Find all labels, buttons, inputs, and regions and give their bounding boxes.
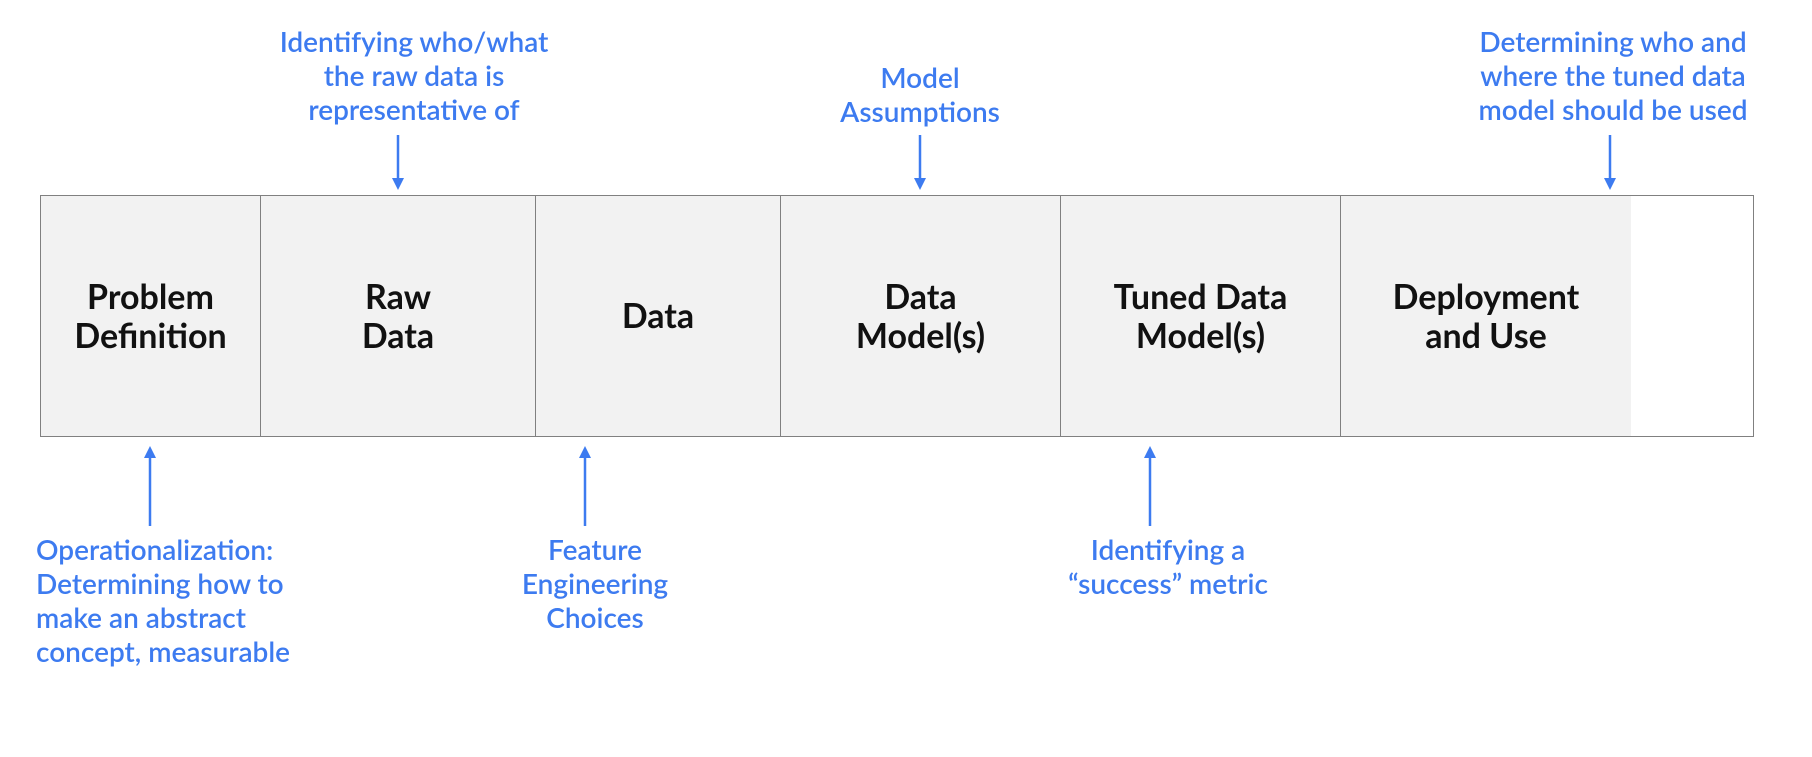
arrow-feature-engineering-note-icon xyxy=(575,446,595,526)
stage-data-models: Data Model(s) xyxy=(781,196,1061,436)
arrow-operationalization-note-icon xyxy=(140,446,160,526)
arrow-deployment-note-icon xyxy=(1600,135,1620,190)
arrow-raw-data-note-icon xyxy=(388,135,408,190)
annotation-success-metric-note: Identifying a “success” metric xyxy=(1038,532,1298,600)
stage-problem-definition: Problem Definition xyxy=(41,196,261,436)
stage-tuned-data-models: Tuned Data Model(s) xyxy=(1061,196,1341,436)
stage-deployment-and-use: Deployment and Use xyxy=(1341,196,1631,436)
annotation-model-assumptions-note: Model Assumptions xyxy=(800,60,1040,128)
stage-raw-data: Raw Data xyxy=(261,196,536,436)
arrow-success-metric-note-icon xyxy=(1140,446,1160,526)
annotation-raw-data-note: Identifying who/what the raw data is rep… xyxy=(254,24,574,126)
annotation-operationalization-note: Operationalization: Determining how to m… xyxy=(36,532,356,669)
stage-data: Data xyxy=(536,196,781,436)
annotation-feature-engineering-note: Feature Engineering Choices xyxy=(485,532,705,634)
stages-row: Problem DefinitionRaw DataDataData Model… xyxy=(40,195,1754,437)
annotation-deployment-note: Determining who and where the tuned data… xyxy=(1448,24,1778,126)
arrow-model-assumptions-note-icon xyxy=(910,135,930,190)
